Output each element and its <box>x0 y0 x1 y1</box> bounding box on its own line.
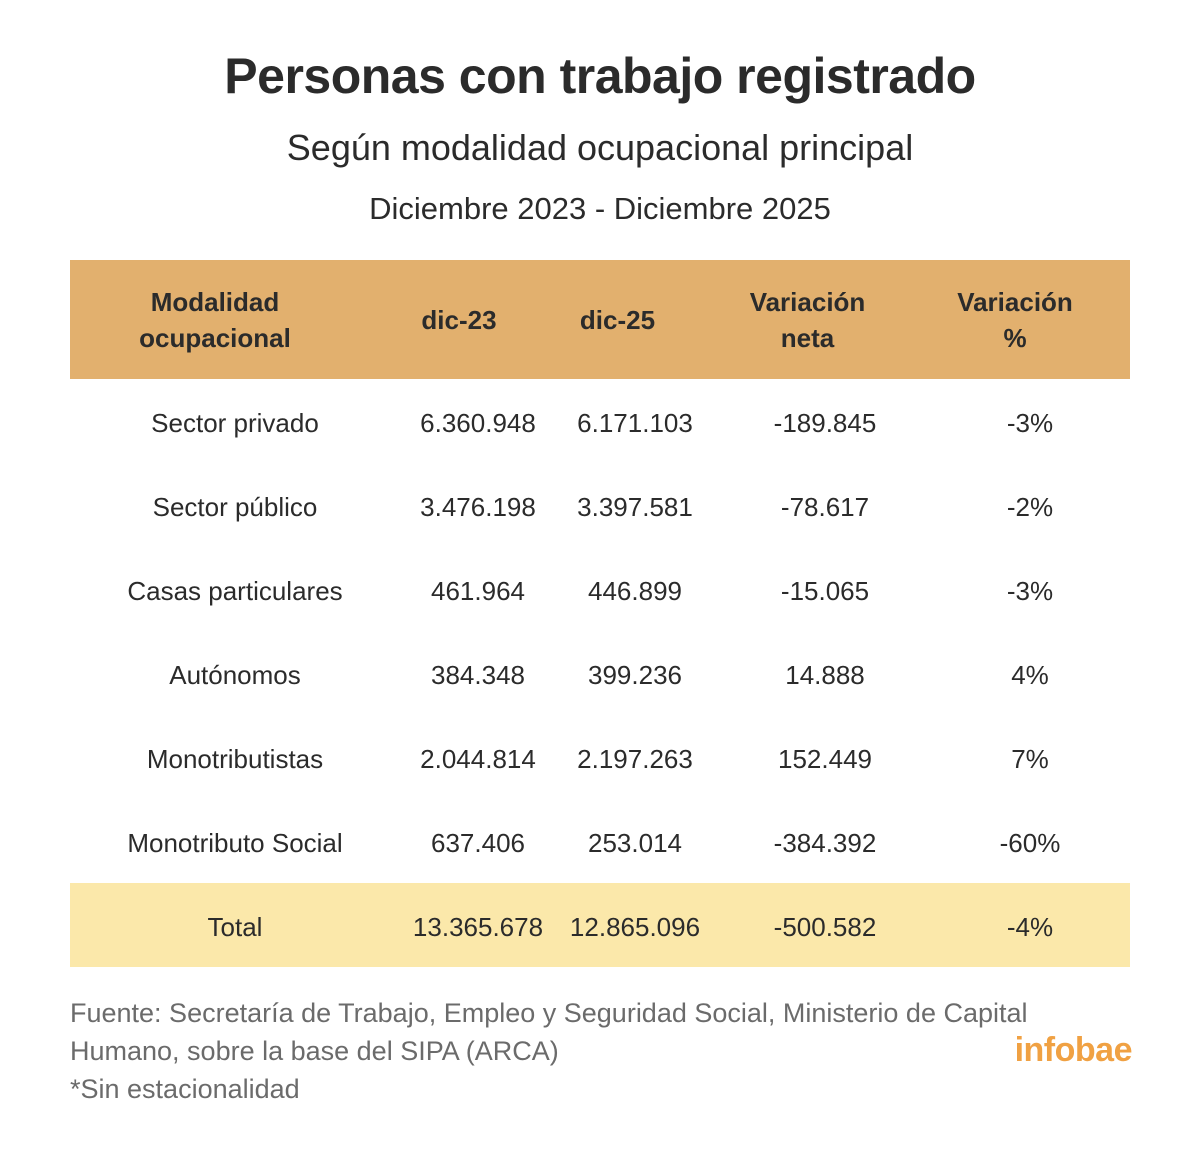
row-dic-23: 461.964 <box>431 575 525 606</box>
source-line-2: Humano, sobre la base del SIPA (ARCA) <box>70 1036 559 1066</box>
header-variacion-pct-line1: Variación <box>957 286 1073 317</box>
row-variacion-pct: -3% <box>1006 575 1054 606</box>
table-row: Sector público 3.476.198 3.397.581 -78.6… <box>70 463 1130 547</box>
date-range: Diciembre 2023 - Diciembre 2025 <box>369 191 831 226</box>
row-dic-25: 6.171.103 <box>577 407 693 438</box>
source-footer: Fuente: Secretaría de Trabajo, Empleo y … <box>70 994 1028 1108</box>
total-variacion-neta: -500.582 <box>773 911 877 942</box>
total-dic-25: 12.865.096 <box>569 911 701 942</box>
table-row: Monotributo Social 637.406 253.014 -384.… <box>70 799 1130 883</box>
row-label: Monotributistas <box>146 743 324 774</box>
header-variacion-neta: Variación neta <box>710 260 905 379</box>
row-dic-25: 446.899 <box>588 575 682 606</box>
table-row: Casas particulares 461.964 446.899 -15.0… <box>70 547 1130 631</box>
header-modalidad: Modalidad ocupacional <box>110 260 320 379</box>
row-dic-25: 253.014 <box>588 827 682 858</box>
row-dic-23: 637.406 <box>431 827 525 858</box>
total-dic-23: 13.365.678 <box>412 911 544 942</box>
row-variacion-pct: 7% <box>1011 743 1049 774</box>
row-dic-25: 3.397.581 <box>577 491 693 522</box>
page-subtitle: Según modalidad ocupacional principal <box>286 127 914 168</box>
row-dic-25: 2.197.263 <box>577 743 693 774</box>
table-row: Sector privado 6.360.948 6.171.103 -189.… <box>70 379 1130 463</box>
row-dic-23: 3.476.198 <box>420 491 536 522</box>
header-modalidad-line2: ocupacional <box>139 322 291 353</box>
row-dic-25: 399.236 <box>588 659 682 690</box>
row-dic-23: 384.348 <box>431 659 525 690</box>
row-label: Monotributo Social <box>127 827 343 858</box>
table-row: Autónomos 384.348 399.236 14.888 4% <box>70 631 1130 715</box>
header-dic-25: dic-25 <box>579 304 656 335</box>
row-dic-23: 2.044.814 <box>420 743 536 774</box>
page-title: Personas con trabajo registrado <box>224 48 976 104</box>
row-variacion-neta: 14.888 <box>785 659 865 690</box>
employment-table: Modalidad ocupacional dic-23 dic-25 Varia… <box>70 260 1130 967</box>
infobae-logo: infobae <box>1014 1031 1133 1069</box>
row-variacion-pct: -3% <box>1006 407 1054 438</box>
row-variacion-neta: -189.845 <box>773 407 877 438</box>
header-modalidad-line1: Modalidad <box>150 286 280 317</box>
row-variacion-neta: 152.449 <box>778 743 872 774</box>
row-label: Casas particulares <box>127 575 343 606</box>
total-label: Total <box>207 911 263 942</box>
seasonality-note: *Sin estacionalidad <box>70 1074 300 1104</box>
header-variacion-pct: Variación% <box>935 260 1095 379</box>
header-variacion-neta-line1: Variación <box>749 286 866 317</box>
row-dic-23: 6.360.948 <box>420 407 536 438</box>
total-variacion-pct: -4% <box>1006 911 1054 942</box>
row-label: Sector público <box>152 491 318 522</box>
header-variacion-pct-line2: % <box>1003 322 1027 353</box>
table-header-row: Modalidad ocupacional dic-23 dic-25 Varia… <box>70 260 1130 379</box>
table-total-row: Total 13.365.678 12.865.096 -500.582 -4% <box>70 883 1130 967</box>
row-variacion-pct: -60% <box>999 827 1061 858</box>
row-variacion-pct: -2% <box>1006 491 1054 522</box>
row-variacion-neta: -78.617 <box>780 491 870 522</box>
row-variacion-neta: -384.392 <box>773 827 877 858</box>
row-variacion-neta: -15.065 <box>780 575 870 606</box>
source-line-1: Fuente: Secretaría de Trabajo, Empleo y … <box>70 998 1028 1028</box>
row-label: Sector privado <box>151 407 319 438</box>
header-dic-23: dic-23 <box>421 304 497 335</box>
row-variacion-pct: 4% <box>1011 659 1049 690</box>
row-label: Autónomos <box>169 659 301 690</box>
table-row: Monotributistas 2.044.814 2.197.263 152.… <box>70 715 1130 799</box>
header-variacion-neta-line2: neta <box>780 322 835 353</box>
